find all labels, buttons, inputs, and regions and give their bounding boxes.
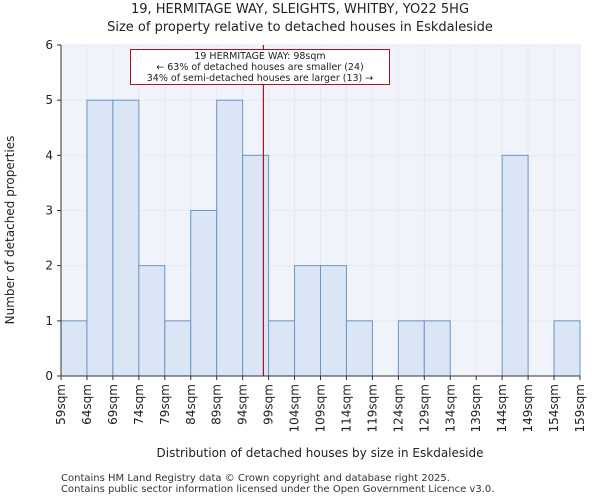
x-tick-label: 144sqm <box>495 384 509 432</box>
x-tick-label: 89sqm <box>210 384 224 425</box>
x-tick-label: 99sqm <box>262 384 276 425</box>
x-tick-label: 159sqm <box>573 384 587 432</box>
annotation-line-2: ← 63% of detached houses are smaller (24… <box>156 62 364 73</box>
y-tick-label: 4 <box>45 148 53 162</box>
histogram-bar <box>60 320 88 377</box>
property-annotation: 19 HERMITAGE WAY: 98sqm ← 63% of detache… <box>130 49 390 85</box>
histogram-bar <box>397 320 425 377</box>
y-tick-label: 6 <box>45 38 53 52</box>
x-tick-label: 154sqm <box>547 384 561 432</box>
x-tick-label: 134sqm <box>443 384 457 432</box>
footer-line-2: Contains public sector information licen… <box>61 484 495 495</box>
x-tick-label: 119sqm <box>365 384 379 432</box>
x-tick-label: 84sqm <box>184 384 198 425</box>
y-axis-label: Number of detached properties <box>3 136 17 325</box>
histogram-bar <box>190 210 218 377</box>
y-tick-label: 1 <box>45 314 53 328</box>
x-tick-label: 109sqm <box>314 384 328 432</box>
histogram-bar <box>216 99 244 377</box>
x-tick-label: 149sqm <box>521 384 535 432</box>
histogram-bar <box>423 320 451 377</box>
x-tick-label: 64sqm <box>80 384 94 425</box>
chart-title: 19, HERMITAGE WAY, SLEIGHTS, WHITBY, YO2… <box>130 2 470 17</box>
x-tick-label: 114sqm <box>339 384 353 432</box>
histogram-bar <box>268 320 296 377</box>
y-tick-label: 5 <box>45 93 53 107</box>
x-tick-label: 94sqm <box>236 384 250 425</box>
x-tick-label: 104sqm <box>288 384 302 432</box>
y-tick-label: 3 <box>45 204 53 218</box>
histogram-bar <box>345 320 373 377</box>
histogram-bar <box>164 320 192 377</box>
x-tick-label: 79sqm <box>158 384 172 425</box>
histogram-bar <box>242 154 270 377</box>
histogram-bar <box>320 265 347 377</box>
histogram-bar <box>86 99 114 377</box>
x-axis-label: Distribution of detached houses by size … <box>157 446 484 460</box>
annotation-line-1: 19 HERMITAGE WAY: 98sqm <box>194 51 326 62</box>
x-tick-label: 69sqm <box>106 384 120 425</box>
x-tick-label: 74sqm <box>132 384 146 425</box>
x-tick-label: 124sqm <box>391 384 405 432</box>
x-tick-label: 139sqm <box>469 384 483 432</box>
histogram-bar <box>138 265 166 377</box>
histogram-bar <box>294 265 321 377</box>
histogram-bar <box>112 99 140 377</box>
x-tick-label: 129sqm <box>417 384 431 432</box>
y-tick-label: 2 <box>45 259 53 273</box>
histogram-bar <box>501 154 529 377</box>
footer-line-1: Contains HM Land Registry data © Crown c… <box>61 473 450 484</box>
x-tick-label: 59sqm <box>54 384 68 425</box>
annotation-line-3: 34% of semi-detached houses are larger (… <box>146 73 374 84</box>
histogram-bar <box>553 320 581 377</box>
y-tick-label: 0 <box>45 369 53 383</box>
chart-subtitle: Size of property relative to detached ho… <box>107 20 493 35</box>
